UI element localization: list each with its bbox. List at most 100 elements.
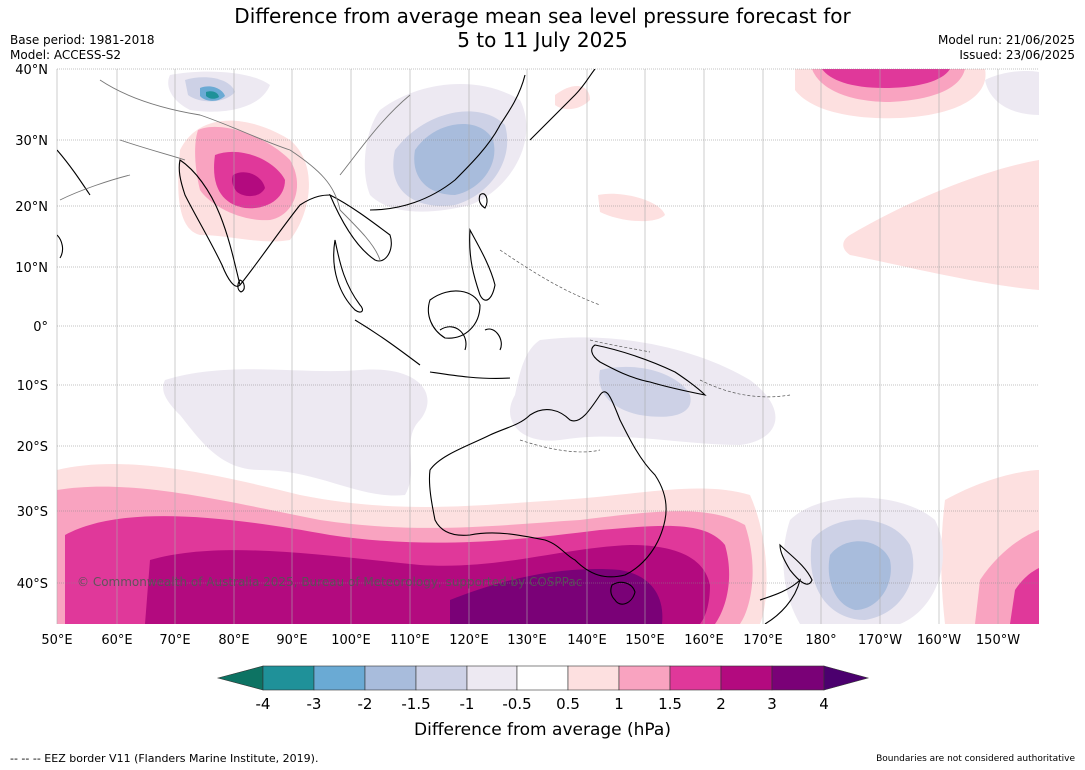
lon-label: 150°W: [976, 633, 1020, 648]
coast-png: [591, 344, 707, 396]
colorbar-swatch: [771, 665, 825, 691]
colorbar-tick: 1.5: [658, 695, 682, 713]
colorbar-swatch: [720, 665, 773, 691]
anomaly-np-pos05-b: [843, 160, 1039, 290]
lon-label: 150°E: [625, 633, 665, 648]
title-line-1: Difference from average mean sea level p…: [234, 4, 851, 28]
lon-label: 180°: [805, 633, 836, 648]
lon-label: 140°E: [567, 633, 607, 648]
colorbar-tick: -1: [460, 695, 475, 713]
colorbar-tick: -0.5: [502, 695, 531, 713]
colorbar-tick: 3: [767, 695, 777, 713]
lon-label: 100°E: [331, 633, 371, 648]
colorbar-swatch: [466, 665, 518, 691]
eez-borders: [499, 249, 791, 453]
colorbar-swatch: [516, 665, 569, 691]
colorbar-tick: -1.5: [401, 695, 430, 713]
graticule: [57, 68, 1039, 584]
colorbar-ticks: -4 -3 -2 -1.5 -1 -0.5 0.5 1 1.5 2 3 4: [256, 695, 829, 713]
lat-label: 40°S: [17, 577, 48, 592]
colorbar-arrow-low: [216, 665, 264, 691]
lat-label: 30°N: [15, 134, 48, 149]
lat-label: 30°S: [17, 505, 48, 520]
lon-label: 70°E: [159, 633, 190, 648]
copyright-text: © Commonwealth of Australia 2025, Bureau…: [77, 575, 582, 589]
coast-nz-south: [759, 578, 802, 624]
coast-sri-lanka: [237, 279, 245, 293]
colorbar: [216, 665, 870, 691]
coast-indochina: [328, 193, 392, 262]
colorbar-swatch: [669, 665, 722, 691]
coast-malay: [333, 239, 364, 313]
lat-label: 20°N: [15, 200, 48, 215]
anomaly-se-pos15: [1010, 568, 1039, 624]
lon-label: 90°E: [276, 633, 307, 648]
lon-label: 170°E: [743, 633, 783, 648]
colorbar-swatch: [262, 665, 315, 691]
model-run: Model run: 21/06/2025: [937, 33, 1075, 47]
coast-japan: [529, 69, 596, 141]
lon-labels: 50°E 60°E 70°E 80°E 90°E 100°E 110°E 120…: [41, 633, 1020, 648]
anomaly-top-pos15: [822, 69, 950, 88]
base-period: Base period: 1981-2018: [10, 33, 155, 47]
coast-australia: [428, 391, 667, 578]
disclaimer: Boundaries are not considered authoritat…: [876, 754, 1075, 764]
colorbar-swatch: [618, 665, 671, 691]
colorbar-swatch: [364, 665, 417, 691]
lat-label: 10°S: [17, 379, 48, 394]
eez-line: [499, 249, 791, 453]
colorbar-tick: 4: [819, 695, 829, 713]
colorbar-tick: 2: [716, 695, 726, 713]
lon-label: 110°E: [390, 633, 430, 648]
colorbar-swatch: [567, 665, 620, 691]
colorbar-arrow-high: [823, 665, 870, 691]
country-borders: [59, 79, 411, 261]
colorbar-tick: -3: [307, 695, 322, 713]
lat-label: 0°: [33, 320, 48, 335]
coast-bay-of-bengal: [239, 194, 331, 286]
colorbar-label: Difference from average (hPa): [414, 720, 671, 740]
lon-label: 130°E: [507, 633, 547, 648]
lat-label: 20°S: [17, 440, 48, 455]
coast-india: [178, 159, 241, 287]
lon-label: 160°W: [917, 633, 961, 648]
lon-label: 120°E: [449, 633, 489, 648]
colorbar-tick: -2: [358, 695, 373, 713]
anomaly-india-pos2: [232, 172, 265, 197]
lat-label: 10°N: [15, 261, 48, 276]
border-line: [59, 79, 411, 261]
coastlines: [57, 69, 813, 624]
meridians: [56, 69, 999, 624]
colorbar-swatch: [415, 665, 468, 691]
coast-philippines: [469, 228, 496, 301]
map-title: Difference from average mean sea level p…: [0, 4, 1085, 52]
coast-arabia: [57, 149, 91, 259]
issued-date: Issued: 23/06/2025: [959, 48, 1075, 62]
lon-label: 60°E: [101, 633, 132, 648]
meta-right: Model run: 21/06/2025 Issued: 23/06/2025: [938, 33, 1075, 63]
coast-tasmania: [610, 581, 636, 605]
lat-labels: 40°N 30°N 20°N 10°N 0° 10°S 20°S 30°S 40…: [15, 63, 48, 592]
coast-indonesia: [354, 319, 511, 379]
anomaly-top-neg05: [985, 70, 1039, 115]
pressure-anomaly-layer: [57, 69, 1039, 624]
lon-label: 80°E: [218, 633, 249, 648]
lat-label: 40°N: [15, 63, 48, 78]
coast-taiwan: [478, 193, 488, 209]
lon-label: 50°E: [41, 633, 72, 648]
title-line-2: 5 to 11 July 2025: [457, 28, 628, 52]
colorbar-tick: 0.5: [556, 695, 580, 713]
lon-label: 170°W: [858, 633, 902, 648]
anomaly-china-neg15: [414, 123, 495, 195]
anomaly-io-neg05: [163, 369, 428, 496]
model-name: Model: ACCESS-S2: [10, 48, 122, 62]
anomaly-tibet-neg3: [206, 91, 219, 99]
coast-borneo: [427, 290, 481, 339]
colorbar-swatch: [313, 665, 366, 691]
lon-label: 160°E: [684, 633, 724, 648]
anomaly-np-pos05-a: [598, 193, 665, 222]
meta-left: Base period: 1981-2018 Model: ACCESS-S2: [10, 33, 155, 63]
anomaly-nz-neg15: [828, 541, 891, 610]
coast-nz-north: [779, 543, 813, 585]
colorbar-tick: 1: [614, 695, 624, 713]
